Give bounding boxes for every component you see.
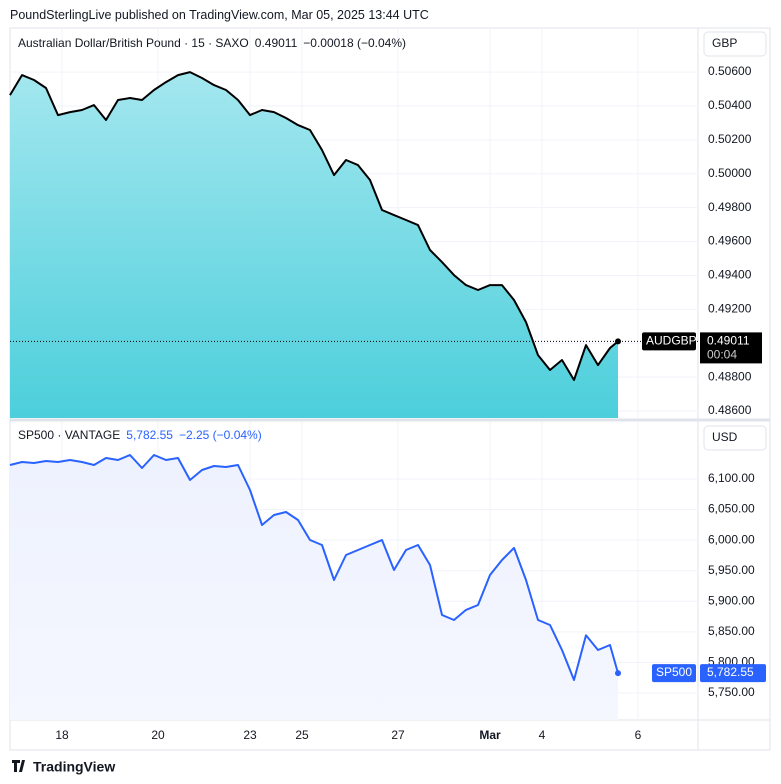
y-tick-label: 0.49200 (708, 302, 752, 316)
y-tick-label: 0.50400 (708, 98, 752, 112)
x-tick-label: Mar (479, 728, 501, 742)
y-tick-label: 5,950.00 (708, 563, 755, 577)
symbol-tag (652, 664, 696, 683)
area (10, 72, 618, 418)
y-tick-label: 0.49400 (708, 268, 752, 282)
last-point (615, 670, 621, 677)
line (9, 454, 619, 681)
price-tag (700, 332, 762, 364)
countdown: 00:04 (707, 348, 737, 362)
logo: TradingView (33, 759, 115, 775)
x-tick-label: 18 (55, 728, 69, 742)
series-title: SP500 · VANTAGE (18, 428, 121, 442)
y-tick-label: 0.50200 (708, 132, 752, 146)
y-tick-label: 0.49600 (708, 234, 752, 248)
line (9, 71, 619, 381)
legend: Australian Dollar/British Pound · 15 · S… (18, 36, 412, 50)
y-tick-label: 6,050.00 (708, 502, 755, 516)
y-tick-label: 6,100.00 (708, 471, 755, 485)
x-tick-label: 23 (243, 728, 257, 742)
y-tick-label: 0.50000 (708, 166, 752, 180)
legend: SP500 · VANTAGE 5,782.55 −2.25 (−0.04%) (18, 428, 268, 442)
x-tick-label: 27 (391, 728, 405, 742)
y-tick-label: 0.50600 (708, 64, 752, 78)
y-tick-label: 5,900.00 (708, 593, 755, 607)
y-tick-label: 0.48800 (708, 369, 752, 383)
x-tick-label: 4 (539, 728, 546, 742)
x-tick-label: 20 (151, 728, 165, 742)
price-label: 0.49011 (707, 334, 750, 348)
currency-box (703, 31, 767, 57)
last-value: 0.49011 (254, 36, 298, 50)
y-tick-label: 6,000.00 (708, 532, 755, 546)
area (10, 455, 618, 720)
price-tag (700, 664, 766, 683)
symbol-label: SP500 (656, 665, 692, 679)
last-point (615, 338, 621, 345)
currency: USD (712, 430, 738, 444)
y-tick-label: 5,750.00 (708, 685, 755, 699)
y-tick-label: 0.49800 (708, 200, 752, 214)
change: −0.00018 (−0.04%) (303, 36, 407, 50)
x-tick-label: 25 (295, 728, 309, 742)
symbol-tag (642, 332, 696, 351)
x-tick-label: 6 (635, 728, 642, 742)
price-label: 5,782.55 (707, 665, 754, 679)
logo-icon (12, 760, 25, 772)
y-tick-label: 0.48600 (708, 403, 752, 417)
last-value: 5,782.55 (126, 428, 173, 442)
symbol-label: AUDGBP (646, 334, 697, 348)
currency-box (703, 425, 767, 451)
y-tick-label: 5,850.00 (708, 624, 755, 638)
series-title: Australian Dollar/British Pound · 15 · S… (18, 36, 249, 50)
change: −2.25 (−0.04%) (178, 428, 262, 442)
currency: GBP (712, 36, 737, 50)
publisher: PoundSterlingLive published on TradingVi… (10, 8, 429, 22)
